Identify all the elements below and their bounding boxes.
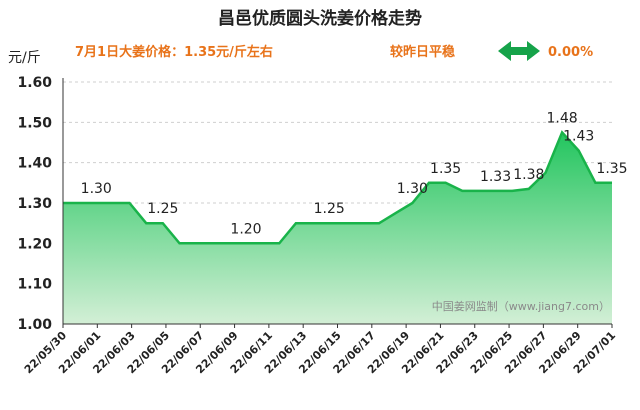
data-label: 1.35 (430, 161, 461, 177)
y-tick-label: 1.40 (17, 156, 52, 172)
trend-subtitle: 较昨日平稳 (390, 44, 455, 60)
data-label: 1.30 (81, 181, 112, 197)
price-line (63, 130, 612, 245)
y-unit-label: 元/斤 (8, 50, 41, 66)
data-label: 1.48 (547, 110, 578, 126)
data-label: 1.30 (397, 181, 428, 197)
data-label: 1.33 (480, 169, 511, 185)
data-label: 1.35 (596, 161, 627, 177)
price-area (63, 132, 612, 324)
data-labels: 1.301.251.201.251.301.351.33 1.381.481.43… (81, 110, 628, 237)
y-tick-label: 1.30 (17, 196, 52, 212)
data-label: 1.20 (230, 221, 261, 237)
y-tick-label: 1.00 (17, 317, 52, 333)
data-label: 1.43 (563, 129, 594, 145)
y-tick-label: 1.10 (17, 277, 52, 293)
data-label: 1.25 (314, 201, 345, 217)
price-subtitle: 7月1日大姜价格：1.35元/斤左右 (75, 44, 273, 60)
watermark: 中国姜网监制（www.jiang7.com） (432, 299, 610, 313)
y-tick-label: 1.20 (17, 236, 52, 252)
change-value: 0.00% (548, 45, 593, 60)
data-label: 1.38 (513, 167, 544, 183)
y-tick-label: 1.60 (17, 75, 52, 91)
y-tick-label: 1.50 (17, 115, 52, 131)
double-arrow-icon (498, 41, 540, 61)
data-label: 1.25 (147, 201, 178, 217)
x-axis-ticks: 22/05/3022/06/0122/06/0322/06/0522/06/07… (22, 324, 618, 376)
chart-title: 昌邑优质圆头洗姜价格走势 (218, 8, 422, 29)
y-axis-ticks: 1.00 1.10 1.20 1.30 1.40 1.50 1.60 (17, 75, 52, 333)
